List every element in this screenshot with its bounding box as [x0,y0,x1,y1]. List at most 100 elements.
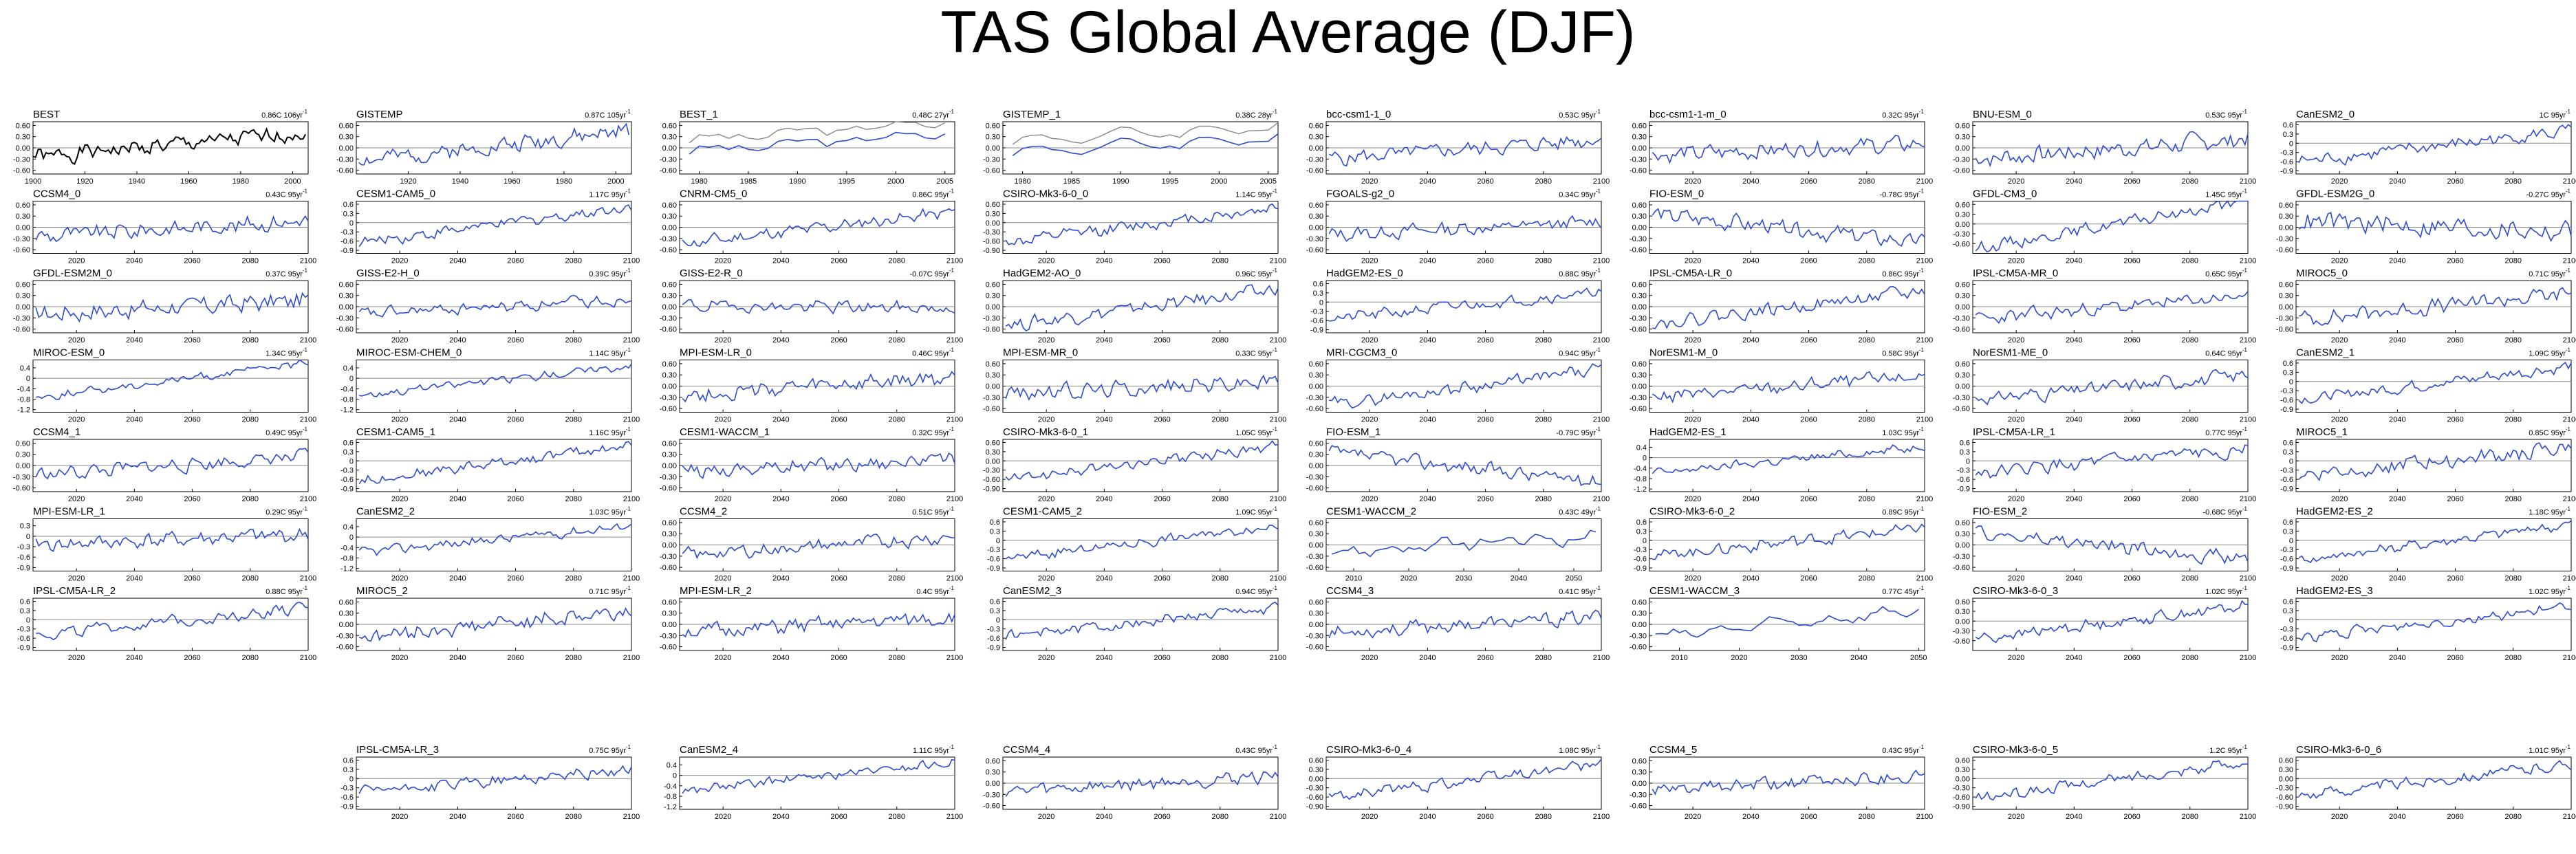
y-tick-label: 0.00 [1309,542,1323,550]
trend-label: 0.86C 106yr [261,111,303,120]
x-tick-label: 2020 [715,257,731,265]
x-tick-label: 2040 [2389,336,2405,344]
x-tick-label: 2100 [300,495,316,503]
chart-panel: CNRM-CM5_0 0.86C 95yr -1 0.60 0.30 0.00 -0.30 -… [660,188,963,265]
x-tick-label: 2080 [1212,416,1229,424]
x-tick-label: 2080 [1535,654,1552,662]
y-tick-label: 0.3 [990,527,1000,536]
chart-title: GISTEMP [356,109,403,120]
x-tick-label: 2040 [1096,654,1112,662]
x-tick-label: 2060 [2123,654,2140,662]
y-tick-label: 0.00 [1309,621,1323,629]
chart-title: CCSM4_2 [680,506,727,518]
trend-label: 1.16C 95yr [589,429,626,437]
trend-label: 0.4C 95yr [916,588,949,596]
trend-label: 0.49C 95yr [266,429,303,437]
y-tick-label: 0.3 [1313,289,1323,298]
trend-label: 0.46C 95yr [912,350,949,358]
chart-title: GISS-E2-R_0 [680,267,743,279]
y-tick-label: 0.3 [20,607,30,615]
y-tick-label: -0.6 [17,554,30,562]
trend-exponent: -1 [626,506,631,512]
y-tick-label: -0.30 [660,553,677,561]
chart-panel: IPSL-CM5A-MR_0 0.65C 95yr -1 0.60 0.30 0.00 -0… [1953,267,2256,344]
y-tick-label: -0.9 [340,247,354,255]
series-line [1655,606,1919,638]
y-tick-label: 0.60 [1632,122,1647,130]
chart-title: MIROC5_0 [2296,267,2348,279]
y-tick-label: 0.00 [1956,303,1970,311]
chart-panel: GISS-E2-H_0 0.39C 95yr -1 0.60 0.30 0.00 -0.30… [336,267,640,344]
x-tick-label: 2060 [1477,177,1493,186]
x-tick-label: 2040 [772,575,789,583]
trend-exponent: -1 [2242,188,2248,195]
x-tick-label: 2060 [1154,495,1170,503]
trend-label: 0.64C 95yr [2205,350,2242,358]
series-line [1329,287,1602,322]
chart-panel: BEST 0.86C 106yr -1 0.60 0.30 0.00 -0.30 -0.60 1… [13,109,309,186]
y-tick-label: -0.60 [1306,644,1323,652]
chart-panel: MIROC5_0 0.71C 95yr -1 0.60 0.30 0.00 -0.30 -0.… [2276,267,2576,344]
series-line [682,371,955,403]
x-tick-label: 2060 [507,654,523,662]
chart-panel: MRI-CGCM3_0 0.94C 95yr -1 0.60 0.30 0.00 -0.30… [1306,347,1610,424]
y-tick-label: 0.00 [1956,383,1970,391]
series-line [358,204,632,248]
x-tick-label: 2020 [68,257,85,265]
x-tick-label: 2040 [449,257,466,265]
trend-exponent: -1 [626,744,631,750]
x-tick-label: 2080 [2505,336,2522,344]
series-line [35,527,309,552]
trend-label: 0.43C 49yr [1559,509,1596,517]
y-tick-label: 0.00 [1956,775,1970,783]
x-tick-label: 1980 [556,177,572,186]
x-tick-label: 2050 [1566,575,1582,583]
x-tick-label: 2020 [2331,416,2348,424]
x-tick-label: 2040 [1419,416,1436,424]
y-tick-label: 0.30 [986,210,1000,218]
y-tick-label: 0.4 [20,364,30,373]
series-line [1328,445,1602,486]
trend-exponent: -1 [2242,585,2248,591]
y-tick-label: 0.60 [16,201,30,210]
y-tick-label: -0.9 [2280,168,2293,176]
x-tick-label: 2040 [1742,257,1759,265]
series-line [1975,760,2249,801]
chart-panel: GISTEMP 0.87C 105yr -1 0.60 0.30 0.00 -0.30 -0.… [336,109,632,186]
x-tick-label: 1960 [504,177,520,186]
x-tick-label: 2020 [391,336,408,344]
y-tick-label: 0.00 [662,462,677,470]
plot-frame [1649,518,1925,571]
x-tick-label: 2060 [1800,575,1817,583]
x-tick-label: 2100 [1270,813,1286,821]
y-tick-label: 0 [26,616,30,624]
y-tick-label: 0.60 [662,360,677,369]
trend-exponent: -1 [949,347,955,353]
x-tick-label: 2020 [1685,257,1701,265]
x-tick-label: 2040 [126,654,142,662]
trend-exponent: -1 [1919,426,1925,433]
y-tick-label: 0 [1643,455,1647,463]
y-tick-label: -0.30 [1306,632,1323,640]
y-tick-label: -0.3 [2280,467,2293,475]
y-tick-label: -0.8 [664,793,677,801]
plot-frame [356,756,632,810]
trend-exponent: -1 [626,188,631,195]
y-tick-label: 0.60 [1309,360,1323,369]
trend-exponent: -1 [1273,267,1278,274]
y-tick-label: 0.30 [1309,451,1323,459]
y-tick-label: 0.6 [20,598,30,606]
chart-panel: BNU-ESM_0 0.53C 95yr -1 0.60 0.30 0.00 -0.30 -0… [1953,109,2256,186]
chart-panel: MIROC5_1 0.85C 95yr -1 0.60.30-0.3-0.6-0.9 2… [2280,426,2576,503]
x-tick-label: 2040 [1850,654,1867,662]
x-tick-label: 2060 [507,416,523,424]
y-tick-label: 0.3 [2283,369,2293,377]
x-tick-label: 1980 [1014,177,1030,186]
y-tick-label: 0.60 [1309,439,1323,448]
trend-label: 0.85C 95yr [2529,429,2566,437]
x-tick-label: 2080 [889,654,905,662]
trend-exponent: -1 [2242,267,2248,274]
trend-label: 1.03C 95yr [589,509,626,517]
trend-label: 0.51C 95yr [912,509,949,517]
series-line [1005,601,1279,640]
